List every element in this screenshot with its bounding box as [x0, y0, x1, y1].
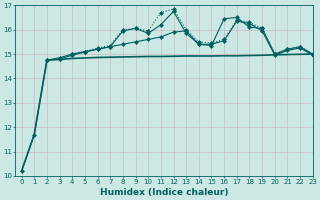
X-axis label: Humidex (Indice chaleur): Humidex (Indice chaleur)	[100, 188, 228, 197]
